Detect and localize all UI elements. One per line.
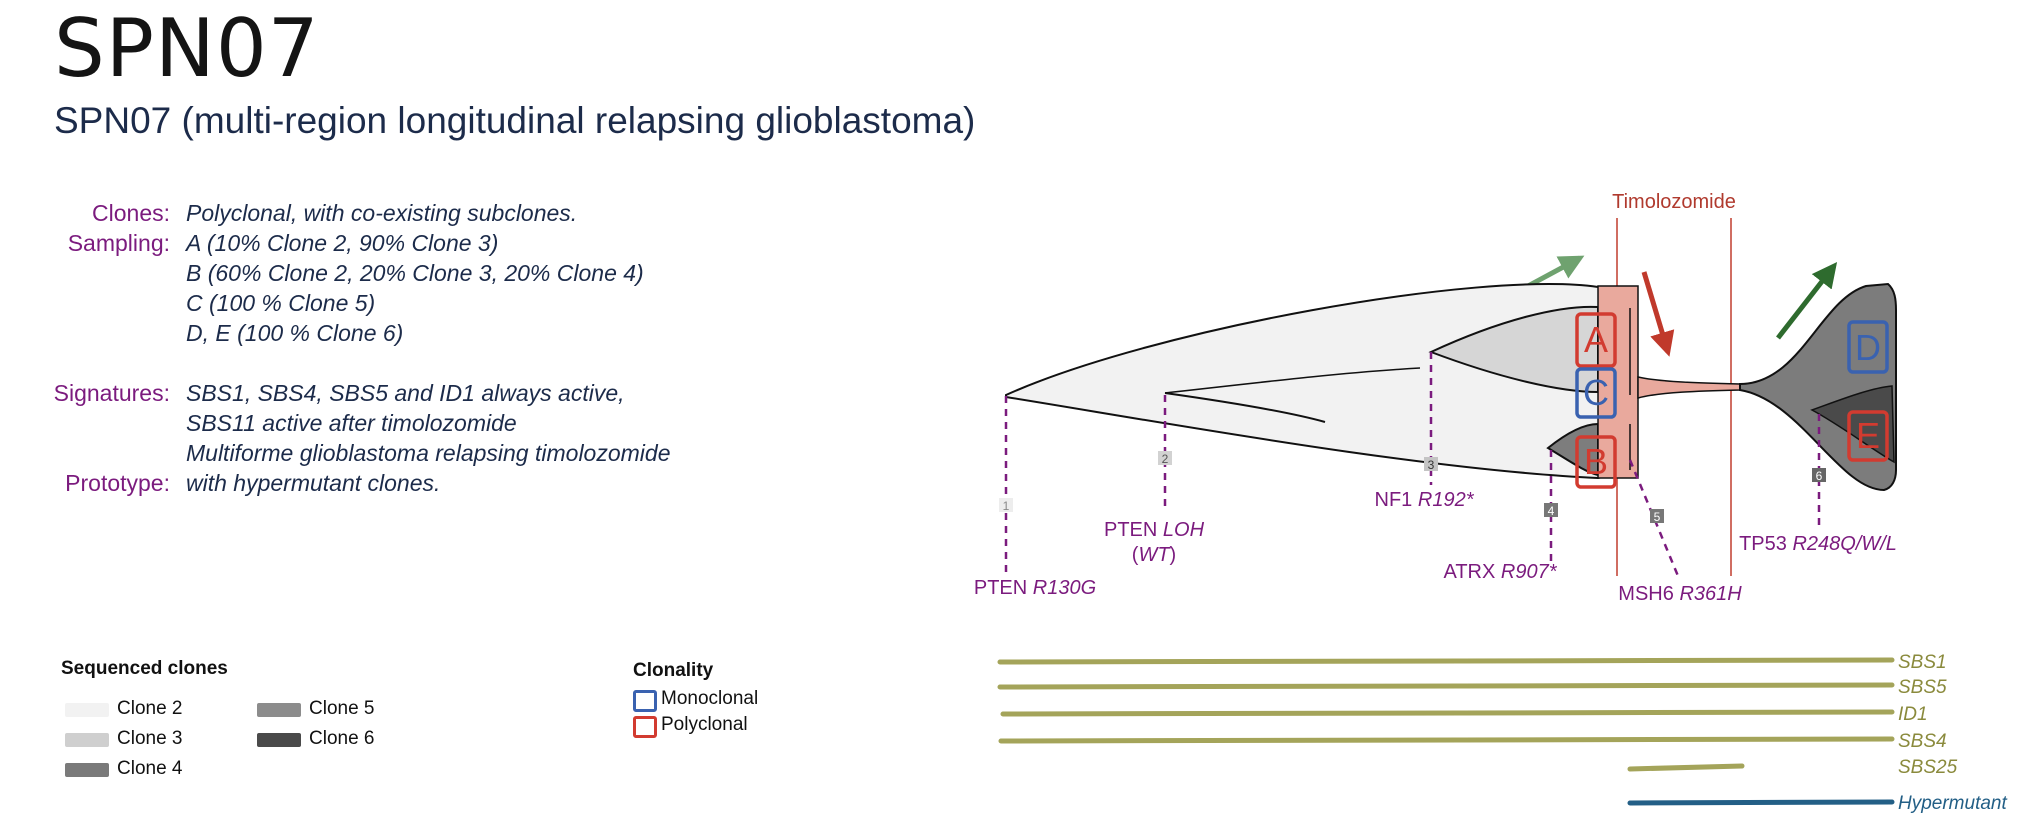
sample-label-a: A [1584, 319, 1608, 360]
event-badge-label-2: 2 [1162, 452, 1169, 466]
signatures-value: Multiforme glioblastoma relapsing timolo… [186, 440, 671, 466]
event-4-label: ATRX R907* [1443, 561, 1557, 583]
event-badge-1 [999, 498, 1013, 512]
event-badge-label-4: 4 [1548, 504, 1555, 518]
sample-label-c: C [1583, 372, 1609, 413]
event-badge-label-1: 1 [1003, 499, 1010, 513]
sample-label-d: D [1855, 327, 1881, 368]
sampling-value: A (10% Clone 2, 90% Clone 3) [186, 230, 499, 256]
clone-2-swatch [65, 703, 109, 717]
clone-6-shape [1810, 385, 1895, 464]
sample-box-b [1575, 435, 1617, 489]
sampling-value: B (60% Clone 2, 20% Clone 3, 20% Clone 4… [186, 260, 644, 286]
signature-label-sbs4: SBS4 [1898, 731, 1947, 752]
bottleneck-neck [1637, 376, 1741, 399]
clone-2-label: Clone 2 [117, 698, 183, 719]
monoclonal-label: Monoclonal [661, 688, 759, 709]
clone-3-label: Clone 3 [117, 728, 183, 749]
clone-branch-line [1164, 392, 1326, 423]
sampling-value: C (100 % Clone 5) [186, 290, 376, 316]
signatures-value: SBS11 active after timolozomide [186, 410, 517, 436]
sample-box-a [1575, 312, 1617, 368]
signature-bar-sbs25 [1627, 763, 1745, 772]
signature-label-sbs1: SBS1 [1898, 652, 1947, 673]
sampling-value: D, E (100 % Clone 6) [186, 320, 404, 346]
clone-branch-line [1164, 367, 1421, 394]
clones-legend-title: Sequenced clones [61, 658, 228, 679]
event-badge-6 [1812, 468, 1826, 482]
clone-5-label: Clone 5 [309, 698, 375, 719]
page-title: SPN07 [54, 2, 320, 95]
signature-label-sbs25: SBS25 [1898, 757, 1958, 778]
treatment-label: Timolozomide [1612, 191, 1736, 213]
event-badge-5 [1650, 509, 1664, 523]
treatment-arrow [1641, 271, 1675, 357]
sample-label-e: E [1856, 415, 1880, 456]
prototype-value: with hypermutant clones. [186, 470, 441, 496]
polyclonal-label: Polyclonal [661, 714, 748, 735]
signature-bar-hypermutant [1627, 799, 1895, 806]
event-2-note: (WT) [1132, 544, 1176, 566]
sample-box-c [1575, 367, 1617, 419]
polyclonal-box-icon [633, 716, 657, 738]
page-subtitle: SPN07 (multi-region longitudinal relapsi… [54, 100, 976, 141]
event-6-label: TP53 R248Q/W/L [1739, 533, 1897, 555]
clone-5-swatch [257, 703, 301, 717]
sampling-label: Sampling: [67, 230, 170, 256]
event-badge-3 [1424, 457, 1438, 471]
signature-bar-sbs5 [997, 682, 1895, 690]
clone-4-label: Clone 4 [117, 758, 183, 779]
signature-label-id1: ID1 [1898, 704, 1928, 725]
clone-3-swatch [65, 733, 109, 747]
event-5-label: MSH6 R361H [1618, 583, 1742, 605]
event-badge-4 [1544, 503, 1558, 517]
sample-box-d [1847, 320, 1889, 374]
event-3-label: NF1 R192* [1375, 489, 1475, 511]
event-badge-2 [1158, 451, 1172, 465]
signature-label-hypermutant: Hypermutant [1898, 793, 2007, 814]
clones-value: Polyclonal, with co-existing subclones. [186, 200, 578, 226]
clone-6-swatch [257, 733, 301, 747]
signature-bar-sbs1 [997, 657, 1895, 665]
signature-bar-id1 [1000, 709, 1895, 717]
growth-arrow-4 [1776, 262, 1838, 340]
clonality-legend-title: Clonality [633, 660, 714, 681]
event-badge-label-5: 5 [1654, 510, 1661, 524]
event-badge-label-3: 3 [1428, 458, 1435, 472]
signatures-value: SBS1, SBS4, SBS5 and ID1 always active, [186, 380, 625, 406]
signatures-label: Signatures: [53, 380, 170, 406]
event-5-line [1628, 459, 1680, 577]
sample-label-b: B [1584, 441, 1608, 482]
event-2-label: PTEN LOH [1104, 519, 1205, 541]
clone-4-swatch [65, 763, 109, 777]
event-1-label: PTEN R130G [974, 577, 1096, 599]
clone-6-label: Clone 6 [309, 728, 375, 749]
signature-label-sbs5: SBS5 [1898, 677, 1947, 698]
monoclonal-box-icon [633, 690, 657, 712]
sample-box-e [1847, 410, 1889, 462]
signature-bar-sbs4 [998, 736, 1895, 744]
event-badge-label-6: 6 [1816, 469, 1823, 483]
clones-label: Clones: [92, 200, 170, 226]
prototype-label: Prototype: [65, 470, 170, 496]
